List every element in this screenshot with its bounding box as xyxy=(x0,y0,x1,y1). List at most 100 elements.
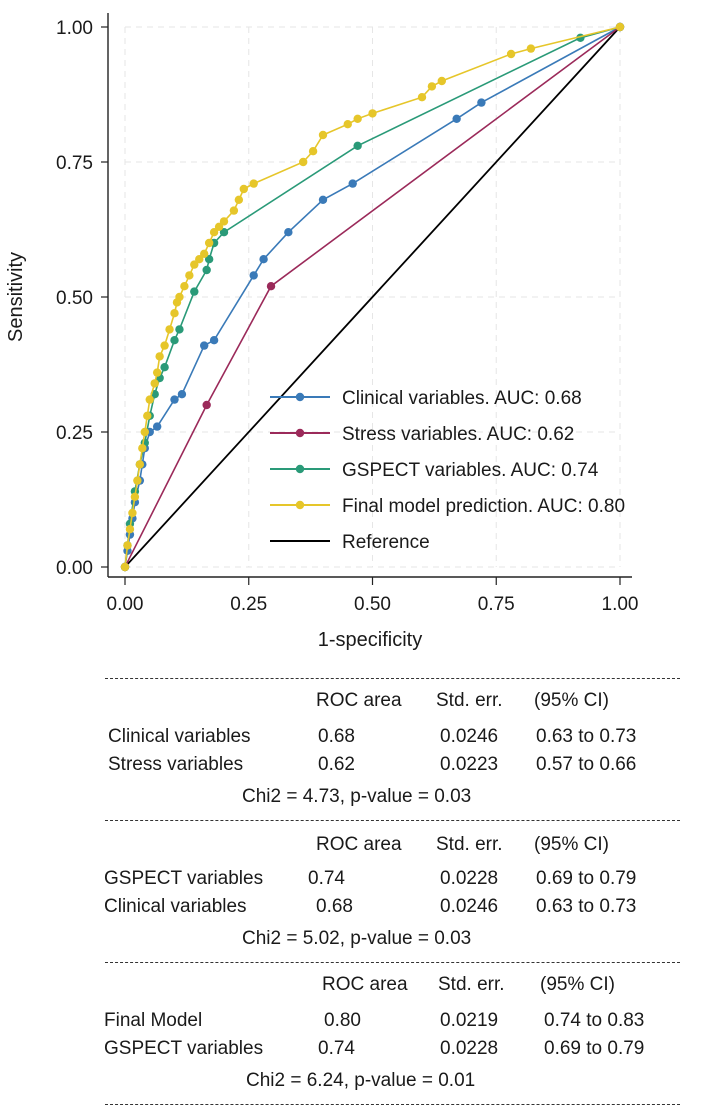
series-4 xyxy=(124,26,621,568)
data-point xyxy=(170,395,179,404)
data-point xyxy=(170,336,179,345)
x-tick-label: 0.00 xyxy=(107,594,144,615)
row-se: 0.0246 xyxy=(440,896,499,917)
data-point xyxy=(175,292,184,302)
data-point xyxy=(452,114,461,124)
x-tick-label: 1.00 xyxy=(602,594,639,615)
series-line xyxy=(124,26,621,568)
row-roc: 0.68 xyxy=(318,726,355,747)
data-point xyxy=(190,260,199,269)
header-roc-area: ROC area xyxy=(316,834,402,855)
data-point xyxy=(185,271,194,280)
data-point xyxy=(152,422,162,431)
data-point xyxy=(190,287,199,296)
data-point xyxy=(343,120,352,129)
data-point xyxy=(165,325,174,334)
row-ci: 0.63 to 0.73 xyxy=(536,726,637,747)
legend-label: GSPECT variables. AUC: 0.74 xyxy=(342,460,599,481)
data-point xyxy=(318,195,328,204)
data-point xyxy=(138,444,147,453)
x-axis-label: 1-specificity xyxy=(318,629,422,651)
data-point xyxy=(143,411,152,420)
x-tick-label: 0.50 xyxy=(354,594,391,615)
row-ci: 0.69 to 0.79 xyxy=(536,868,637,889)
data-point xyxy=(368,109,377,118)
row-roc: 0.74 xyxy=(308,868,345,889)
data-point xyxy=(526,44,536,53)
data-point xyxy=(200,249,209,258)
data-point xyxy=(202,265,211,275)
row-label: GSPECT variables xyxy=(104,868,264,889)
data-point xyxy=(437,76,446,86)
data-point xyxy=(200,341,209,350)
data-point xyxy=(259,255,268,264)
header-roc-area: ROC area xyxy=(316,690,402,711)
row-roc: 0.80 xyxy=(324,1010,361,1031)
data-point xyxy=(130,492,140,501)
data-point xyxy=(506,49,516,59)
y-tick-label: 0.00 xyxy=(56,558,93,579)
data-point xyxy=(266,282,276,291)
data-point xyxy=(219,228,229,237)
legend-label: Reference xyxy=(342,532,430,553)
row-roc: 0.62 xyxy=(318,754,355,775)
row-roc: 0.68 xyxy=(316,896,353,917)
data-point xyxy=(125,525,135,534)
axes: 0.00 0.25 0.50 0.75 1.00 0.00 0.25 0.50 0.75 1.00 xyxy=(56,13,638,615)
divider xyxy=(105,1104,680,1105)
data-point xyxy=(204,238,214,248)
series-3 xyxy=(120,22,625,572)
header-ci: (95% CI) xyxy=(534,690,609,711)
data-point xyxy=(202,400,211,410)
data-point xyxy=(150,379,159,388)
data-point xyxy=(239,184,248,194)
data-point xyxy=(299,157,308,167)
data-point xyxy=(353,141,362,150)
data-point xyxy=(160,363,169,372)
row-ci: 0.63 to 0.73 xyxy=(536,896,637,917)
legend-label: Stress variables. AUC: 0.62 xyxy=(342,424,574,445)
header-std-err: Std. err. xyxy=(436,834,503,855)
data-point xyxy=(308,147,318,156)
data-point xyxy=(128,508,137,518)
data-point xyxy=(249,271,258,280)
data-point xyxy=(177,390,187,399)
grid xyxy=(124,26,621,568)
header-ci: (95% CI) xyxy=(540,974,615,995)
test-statistic: Chi2 = 6.24, p-value = 0.01 xyxy=(246,1070,476,1091)
legend-marker xyxy=(295,392,305,402)
data-point xyxy=(318,130,328,140)
data-point xyxy=(209,228,219,237)
y-tick-label: 1.00 xyxy=(56,18,93,39)
series-layer xyxy=(120,22,625,572)
data-point xyxy=(348,179,357,188)
y-axis-label: Sensitivity xyxy=(5,252,27,342)
data-point xyxy=(152,368,162,377)
row-label: Stress variables xyxy=(108,754,244,775)
data-point xyxy=(214,222,224,231)
series-line xyxy=(124,26,621,568)
data-point xyxy=(417,93,427,102)
row-label: GSPECT variables xyxy=(104,1038,264,1059)
data-point xyxy=(155,352,164,361)
test-statistic: Chi2 = 5.02, p-value = 0.03 xyxy=(242,928,472,949)
data-point xyxy=(249,179,258,188)
divider xyxy=(105,678,680,679)
data-point xyxy=(353,114,362,124)
row-ci: 0.57 to 0.66 xyxy=(536,754,637,775)
test-statistic: Chi2 = 4.73, p-value = 0.03 xyxy=(242,786,472,807)
row-label: Clinical variables xyxy=(108,726,251,747)
data-point xyxy=(284,228,293,237)
data-point xyxy=(234,195,244,204)
x-tick-label: 0.25 xyxy=(230,594,267,615)
row-label: Clinical variables xyxy=(104,896,247,917)
data-point xyxy=(229,206,239,215)
data-point xyxy=(160,341,169,350)
data-point xyxy=(195,255,204,264)
data-point xyxy=(120,562,130,572)
data-point xyxy=(133,476,142,485)
header-ci: (95% CI) xyxy=(534,834,609,855)
data-point xyxy=(477,98,486,107)
header-roc-area: ROC area xyxy=(322,974,408,995)
roc-chart: 0.00 0.25 0.50 0.75 1.00 0.00 0.25 0.50 0.75 1.00… xyxy=(5,13,638,651)
